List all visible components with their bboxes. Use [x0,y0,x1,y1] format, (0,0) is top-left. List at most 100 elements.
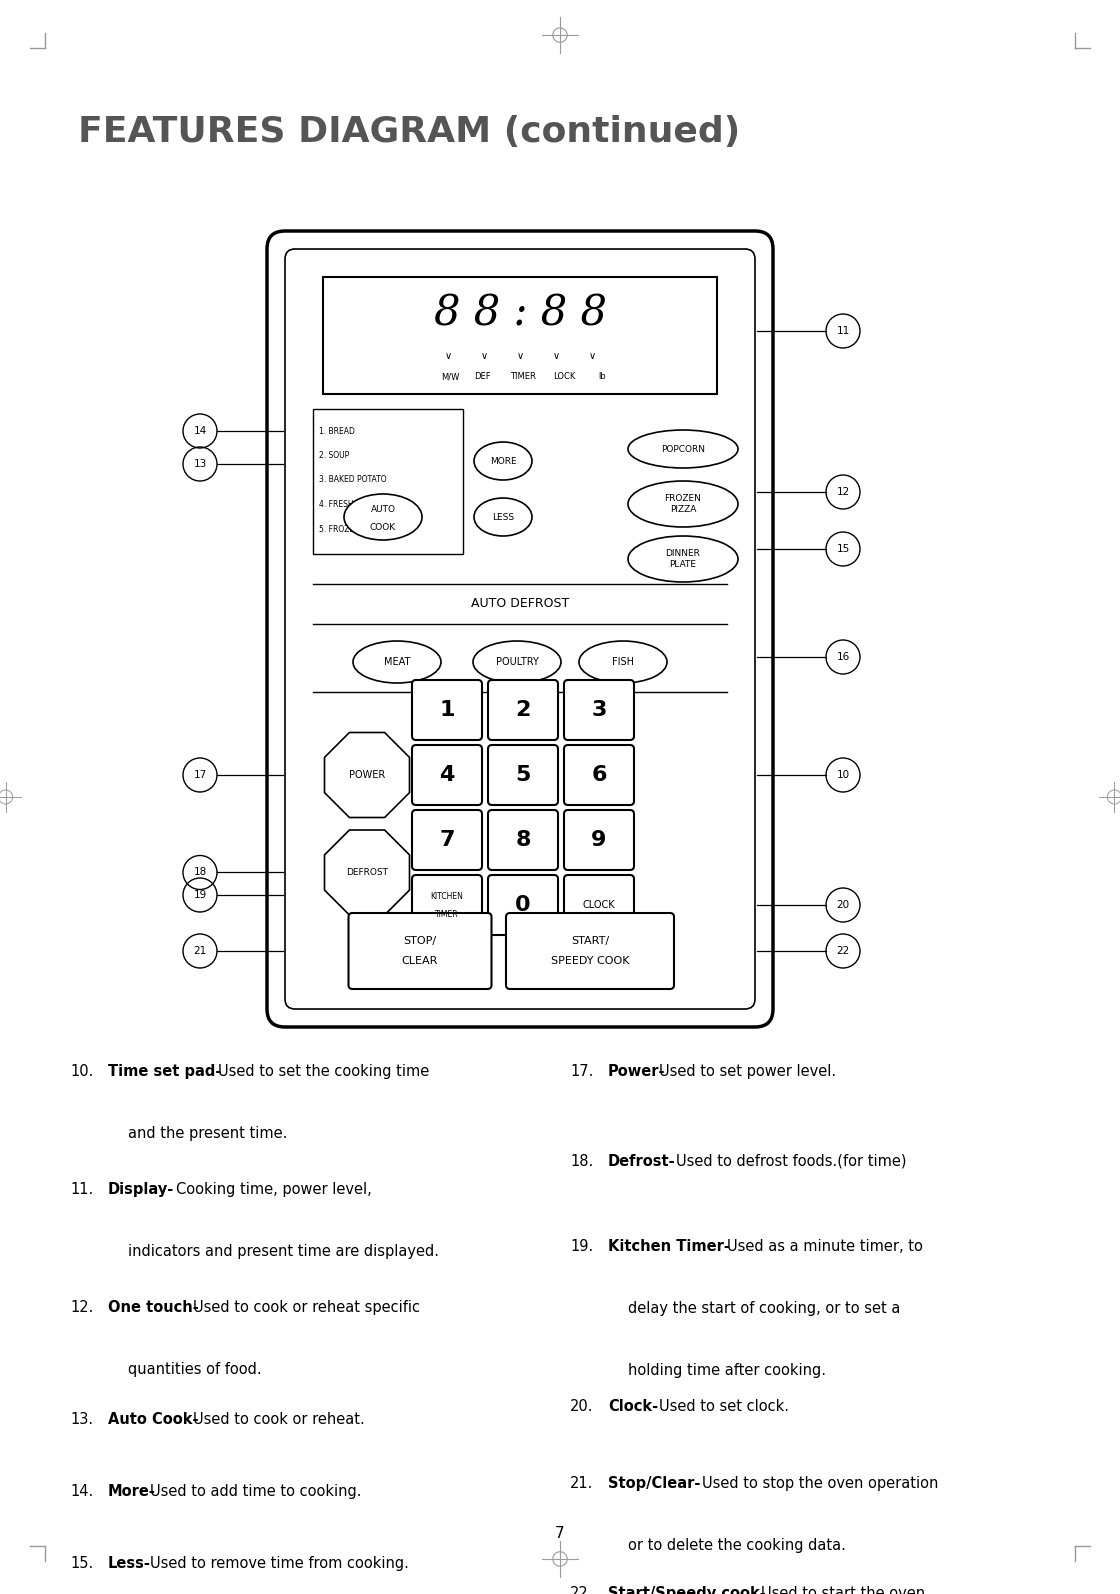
FancyBboxPatch shape [488,681,558,740]
FancyBboxPatch shape [564,810,634,870]
Text: delay the start of cooking, or to set a: delay the start of cooking, or to set a [628,1301,900,1317]
FancyBboxPatch shape [564,875,634,936]
Text: 13: 13 [194,459,206,469]
Text: 10: 10 [837,770,850,779]
Text: More-: More- [108,1484,156,1498]
Text: FEATURES DIAGRAM (continued): FEATURES DIAGRAM (continued) [78,115,740,148]
Text: 19.: 19. [570,1239,594,1254]
Text: MORE: MORE [489,456,516,465]
Text: 15.: 15. [69,1556,93,1572]
Text: 0: 0 [515,894,531,915]
FancyBboxPatch shape [564,744,634,805]
Text: 4: 4 [439,765,455,784]
Text: DEF: DEF [474,373,491,381]
Text: 5: 5 [515,765,531,784]
Text: 6: 6 [591,765,607,784]
Text: indicators and present time are displayed.: indicators and present time are displaye… [128,1243,439,1259]
Text: 1. BREAD: 1. BREAD [319,427,355,435]
Text: Used to stop the oven operation: Used to stop the oven operation [701,1476,937,1490]
Text: Display-: Display- [108,1183,175,1197]
Text: 20: 20 [837,901,850,910]
Text: Used to add time to cooking.: Used to add time to cooking. [150,1484,362,1498]
Text: 12.: 12. [69,1301,93,1315]
FancyBboxPatch shape [348,913,492,988]
Text: Stop/Clear-: Stop/Clear- [608,1476,700,1490]
Text: 19: 19 [194,889,206,901]
Text: POULTRY: POULTRY [495,657,539,666]
FancyBboxPatch shape [412,875,482,936]
Text: 9: 9 [591,830,607,850]
Text: 22.: 22. [570,1586,594,1594]
Ellipse shape [353,641,441,682]
Text: ∨: ∨ [588,351,596,360]
Text: holding time after cooking.: holding time after cooking. [628,1363,825,1377]
Text: LESS: LESS [492,513,514,521]
Text: 22: 22 [837,945,850,956]
Text: Less-: Less- [108,1556,151,1572]
Text: ∨: ∨ [480,351,487,360]
Text: DINNER
PLATE: DINNER PLATE [665,550,700,569]
Text: 21.: 21. [570,1476,594,1490]
Ellipse shape [628,536,738,582]
FancyBboxPatch shape [412,744,482,805]
Ellipse shape [628,481,738,528]
Text: 14.: 14. [69,1484,93,1498]
Text: 21: 21 [194,945,206,956]
Text: Clock-: Clock- [608,1400,659,1414]
Ellipse shape [579,641,668,682]
Text: 17.: 17. [570,1065,594,1079]
Text: One touch-: One touch- [108,1301,198,1315]
Text: 10.: 10. [69,1065,93,1079]
FancyBboxPatch shape [488,810,558,870]
FancyBboxPatch shape [412,681,482,740]
Text: Defrost-: Defrost- [608,1154,675,1168]
FancyBboxPatch shape [506,913,674,988]
Text: Used to set power level.: Used to set power level. [659,1065,837,1079]
Text: 3. BAKED POTATO: 3. BAKED POTATO [319,475,386,485]
Text: KITCHEN: KITCHEN [430,893,464,902]
Text: Used to set the cooking time: Used to set the cooking time [218,1065,430,1079]
Text: STOP/: STOP/ [403,936,437,945]
Ellipse shape [628,430,738,469]
Text: 20.: 20. [570,1400,594,1414]
FancyBboxPatch shape [284,249,755,1009]
Text: AUTO DEFROST: AUTO DEFROST [470,598,569,611]
Text: 17: 17 [194,770,206,779]
Text: 16: 16 [837,652,850,662]
Text: 3: 3 [591,700,607,720]
Text: lb: lb [598,373,606,381]
Text: 8: 8 [515,830,531,850]
Text: Kitchen Timer-: Kitchen Timer- [608,1239,730,1254]
Text: Time set pad-: Time set pad- [108,1065,222,1079]
Text: AUTO: AUTO [371,504,395,513]
Text: CLEAR: CLEAR [402,956,438,966]
Text: 11: 11 [837,327,850,336]
FancyBboxPatch shape [488,744,558,805]
Text: Auto Cook-: Auto Cook- [108,1412,198,1427]
Text: ∨: ∨ [552,351,560,360]
Text: FROZEN
PIZZA: FROZEN PIZZA [664,494,701,513]
Text: CLOCK: CLOCK [582,901,615,910]
FancyBboxPatch shape [312,410,463,555]
Text: 2. SOUP: 2. SOUP [319,451,349,461]
Text: 11.: 11. [69,1183,93,1197]
Text: 18.: 18. [570,1154,594,1168]
Text: START/: START/ [571,936,609,945]
Text: TIMER: TIMER [436,910,459,920]
Text: Used as a minute timer, to: Used as a minute timer, to [727,1239,923,1254]
Text: FISH: FISH [612,657,634,666]
FancyBboxPatch shape [323,277,717,394]
Text: quantities of food.: quantities of food. [128,1361,262,1377]
Text: POWER: POWER [348,770,385,779]
Text: 15: 15 [837,544,850,555]
Ellipse shape [474,442,532,480]
Text: 7: 7 [556,1525,564,1541]
Text: LOCK: LOCK [553,373,576,381]
Text: Used to start the oven: Used to start the oven [760,1586,925,1594]
Text: Start/Speedy cook-: Start/Speedy cook- [608,1586,766,1594]
FancyBboxPatch shape [488,875,558,936]
Text: COOK: COOK [370,523,396,531]
Text: and the present time.: and the present time. [128,1125,288,1141]
Text: Used to remove time from cooking.: Used to remove time from cooking. [150,1556,410,1572]
Text: TIMER: TIMER [510,373,536,381]
